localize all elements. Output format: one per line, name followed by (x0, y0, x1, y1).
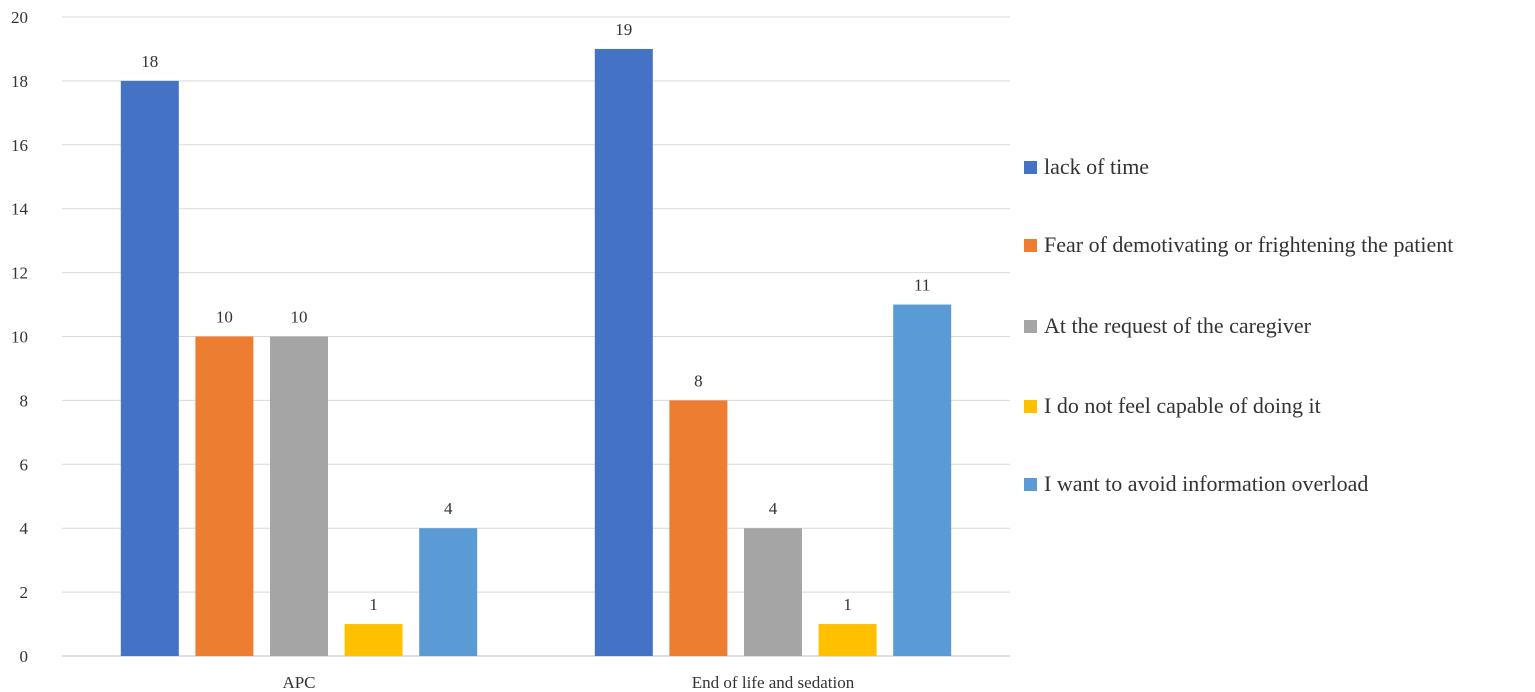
data-label: 11 (914, 276, 930, 295)
legend-swatch (1024, 400, 1037, 413)
legend-label: I do not feel capable of doing it (1044, 393, 1321, 418)
bar (195, 336, 254, 656)
legend-label: At the request of the caregiver (1044, 313, 1312, 338)
bar (818, 624, 877, 656)
data-label: 10 (291, 308, 308, 327)
legend-label: Fear of demotivating or frightening the … (1044, 232, 1453, 257)
bar (594, 48, 653, 656)
y-axis-ticks: 0 2 4 6 8 10 12 14 16 18 20 (11, 8, 29, 666)
y-tick-label: 10 (11, 328, 28, 347)
bars (120, 48, 952, 656)
category-labels: APC End of life and sedation (282, 673, 854, 692)
bar (344, 624, 403, 656)
legend-label: I want to avoid information overload (1044, 471, 1368, 496)
bar (270, 336, 328, 656)
legend-swatch (1024, 478, 1037, 491)
data-label: 10 (216, 308, 233, 327)
y-tick-label: 16 (11, 136, 28, 155)
data-label: 8 (694, 371, 703, 390)
y-tick-label: 4 (20, 519, 29, 538)
legend-swatch (1024, 239, 1037, 252)
bar (419, 528, 478, 656)
y-tick-label: 14 (11, 200, 29, 219)
bar (669, 400, 728, 656)
y-tick-label: 8 (20, 391, 29, 410)
legend: lack of time Fear of demotivating or frig… (1024, 154, 1453, 496)
category-label: APC (282, 673, 315, 692)
data-label: 1 (369, 595, 378, 614)
y-tick-label: 2 (20, 583, 29, 602)
bar (744, 528, 802, 656)
data-label: 18 (141, 52, 158, 71)
y-tick-label: 12 (11, 264, 28, 283)
data-label: 1 (843, 595, 852, 614)
legend-swatch (1024, 320, 1037, 333)
y-tick-label: 20 (11, 8, 28, 27)
legend-label: lack of time (1044, 154, 1149, 179)
y-tick-label: 18 (11, 72, 28, 91)
legend-swatch (1024, 161, 1037, 174)
data-label: 4 (444, 499, 453, 518)
y-tick-label: 6 (20, 455, 29, 474)
y-tick-label: 0 (20, 647, 29, 666)
data-label: 4 (769, 499, 778, 518)
data-label: 19 (615, 20, 632, 39)
bar (120, 80, 179, 656)
bar (893, 304, 952, 656)
category-label: End of life and sedation (692, 673, 855, 692)
